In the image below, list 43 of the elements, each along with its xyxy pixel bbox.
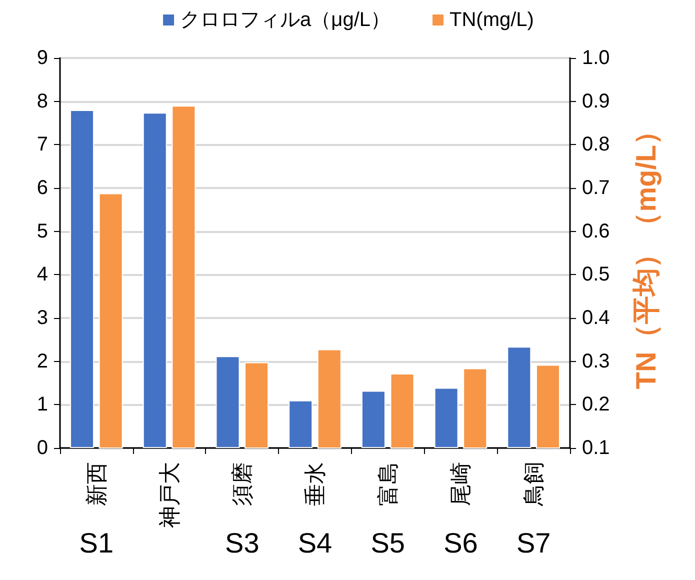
y2-tick-label: 0.1 [582,437,610,459]
text: S7 [516,528,551,558]
bar [434,388,458,448]
x-tick-label: 尾崎 [448,462,474,506]
x-tick-label: 鳥飼 [521,462,546,507]
y-tick-label: 9 [36,47,48,69]
y2-tick-label: 0.2 [582,394,610,416]
text: S4 [298,528,332,558]
x-tick-label: 須磨 [230,462,255,506]
legend-label: TN(mg/L) [450,9,534,31]
y-tick-label: 0 [36,437,48,459]
text: S3 [225,528,260,558]
x-tick-label: 富島 [375,462,400,506]
bar [216,356,240,448]
text: S1 [79,528,114,558]
y2-tick-label: 0.6 [582,220,610,242]
x-tick-label: 神戸大 [156,462,182,528]
y2-tick-label: 0.5 [582,264,610,286]
bar [288,400,313,448]
y-tick-label: 3 [36,307,48,329]
y-tick-label: 4 [36,264,48,286]
y-tick-label: 8 [36,90,48,112]
bar [507,346,532,448]
y2-tick-label: 0.8 [582,134,610,156]
bar [142,112,167,448]
y2-axis-title: TN（平均）（mg/L） [630,116,662,390]
y2-tick-label: 0.7 [582,177,610,199]
y2-tick-label: 0.4 [582,307,610,329]
y-tick-label: 1 [36,394,48,416]
legend-label: クロロフィルa（μg/L） [180,9,391,31]
y2-tick-label: 1.0 [582,47,610,69]
bar [361,390,386,448]
text: S6 [444,528,478,558]
x-tick-label: 新西 [84,462,109,506]
bar [70,110,94,448]
y2-tick-label: 0.9 [582,90,610,112]
y-tick-label: 7 [36,134,48,156]
y2-tick-label: 0.3 [582,350,610,372]
text: S5 [370,528,405,558]
y-tick-label: 5 [36,220,48,242]
y-tick-label: 2 [36,350,48,372]
x-tick-label: 垂水 [302,462,328,506]
y-tick-label: 6 [36,177,48,199]
